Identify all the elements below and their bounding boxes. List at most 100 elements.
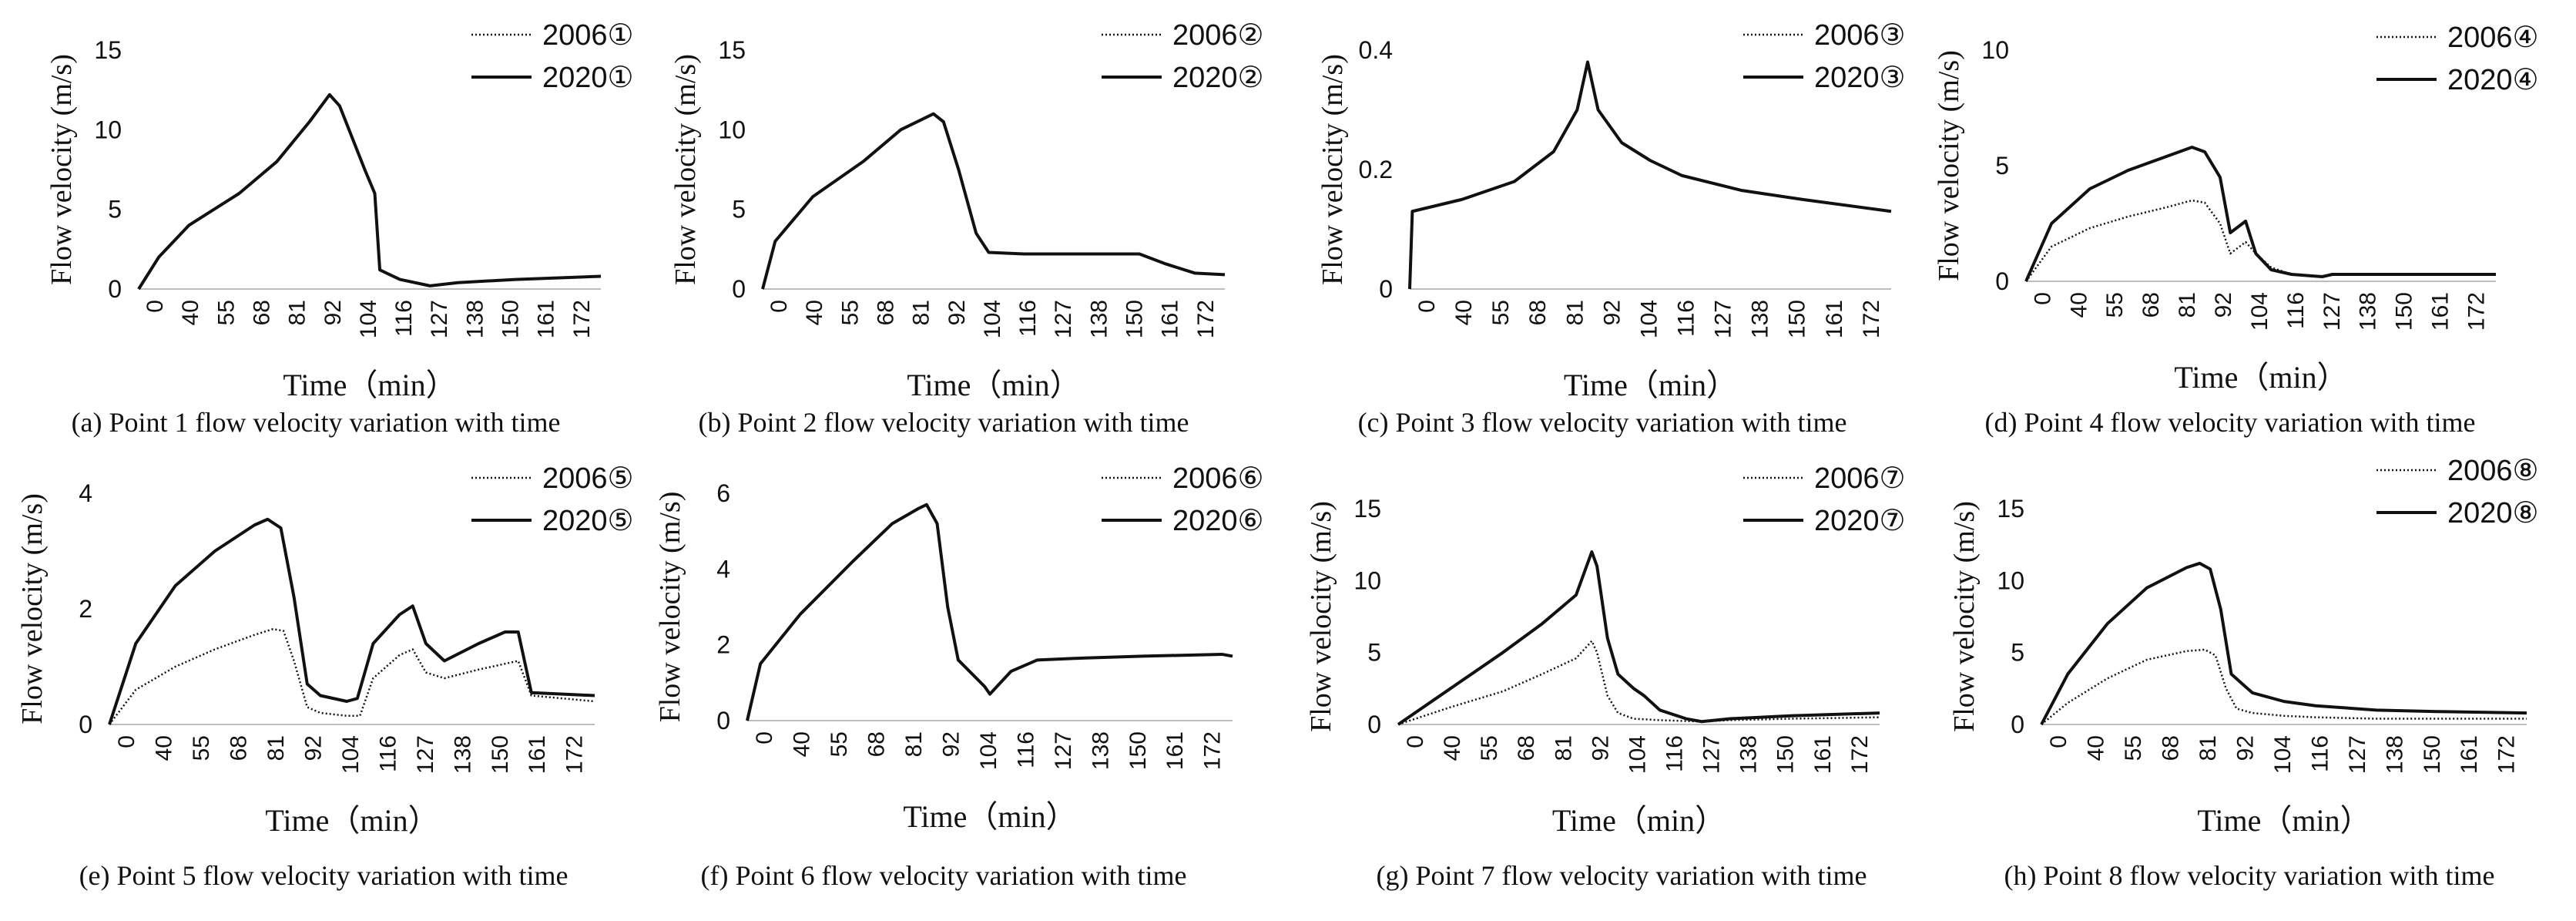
x-tick-label: 40 (1440, 735, 1465, 761)
series-line-2020⑧ (2040, 561, 2527, 725)
x-tick-label: 161 (1162, 731, 1188, 770)
y-tick-label: 0 (2011, 711, 2024, 738)
y-tick-label: 5 (108, 196, 122, 224)
x-tick-label: 172 (2494, 735, 2520, 774)
y-tick-label: 5 (732, 196, 746, 224)
y-tick-label: 15 (1353, 495, 1381, 523)
x-tick-label: 92 (320, 300, 346, 325)
y-tick-label: 0 (1995, 267, 2009, 295)
y-tick-label: 15 (94, 36, 122, 64)
x-tick-label: 81 (285, 300, 310, 325)
chart-caption: (g) Point 7 flow velocity variation with… (1377, 860, 1867, 891)
x-tick-label: 92 (944, 300, 970, 325)
x-tick-label: 172 (2464, 292, 2489, 331)
x-tick-label: 116 (375, 735, 401, 772)
x-tick-label: 0 (1414, 300, 1440, 313)
x-tick-label: 116 (1015, 300, 1041, 337)
x-tick-label: 92 (1588, 735, 1613, 761)
x-tick-label: 161 (1158, 300, 1183, 338)
legend-label: 2020⑧ (2447, 497, 2539, 529)
series-line-2006⑦ (1397, 640, 1880, 726)
x-tick-label: 127 (427, 300, 452, 338)
x-tick-label: 68 (249, 300, 274, 325)
x-tick-label: 127 (2319, 292, 2345, 331)
chart-6: 0 2 4 6 0 40 55 68 81 92 104 116 127 138 150 161 172 Flow… (654, 462, 1264, 891)
legend-label: 2020⑥ (1172, 505, 1264, 537)
x-axis-title: Time（min） (1552, 803, 1726, 838)
y-tick-label: 0 (1379, 275, 1393, 303)
x-tick-label: 104 (338, 735, 364, 774)
y-tick-label: 0 (1367, 711, 1381, 738)
y-tick-label: 2 (716, 631, 730, 659)
x-axis-title: Time（min） (1564, 368, 1737, 402)
legend-label: 2006⑥ (1172, 462, 1264, 495)
x-tick-label: 92 (300, 735, 326, 761)
x-tick-label: 161 (1822, 300, 1847, 338)
x-tick-label: 92 (2211, 292, 2236, 318)
chart-caption: (a) Point 1 flow velocity variation with… (72, 407, 561, 438)
x-tick-label: 172 (1859, 300, 1884, 338)
y-axis-title: Flow velocity (m/s) (1948, 501, 1981, 732)
x-tick-label: 104 (2270, 735, 2296, 774)
x-tick-label: 92 (2232, 735, 2258, 761)
legend-label: 2020③ (1814, 62, 1906, 94)
x-tick-label: 104 (1625, 735, 1650, 774)
x-tick-label: 116 (1662, 735, 1687, 772)
x-tick-label: 55 (2121, 735, 2146, 761)
x-tick-label: 92 (938, 731, 964, 757)
series-line-2006③ (1408, 61, 1892, 290)
x-tick-label: 138 (1748, 300, 1773, 338)
x-tick-label: 40 (802, 300, 827, 325)
chart-3: 0 0.2 0.4 0 40 55 68 81 92 104 116 127 138 150 161 172 F… (1317, 19, 1906, 438)
x-tick-label: 68 (2138, 292, 2164, 318)
y-tick-label: 10 (94, 116, 122, 143)
x-axis-title: Time（min） (265, 803, 438, 838)
y-tick-label: 6 (716, 479, 730, 507)
x-tick-label: 127 (1051, 300, 1076, 338)
x-tick-label: 0 (752, 731, 777, 745)
y-tick-label: 4 (716, 555, 730, 583)
x-tick-label: 150 (2420, 735, 2445, 774)
x-axis-title: Time（min） (2197, 803, 2370, 838)
x-tick-label: 81 (1562, 300, 1588, 325)
x-tick-label: 138 (1086, 300, 1112, 338)
x-tick-label: 81 (1551, 735, 1576, 761)
series-line-2020③ (1408, 60, 1892, 290)
x-tick-label: 116 (1673, 300, 1699, 337)
legend-label: 2020④ (2447, 64, 2539, 96)
y-tick-label: 0 (79, 711, 92, 738)
y-tick-label: 5 (2011, 639, 2024, 667)
series-line-2006④ (2024, 199, 2496, 282)
x-tick-label: 172 (1193, 300, 1219, 338)
y-tick-label: 5 (1995, 152, 2009, 180)
legend-label: 2006① (542, 19, 634, 52)
x-tick-label: 0 (114, 735, 139, 748)
series-line-2020⑦ (1397, 550, 1880, 726)
x-tick-label: 116 (391, 300, 417, 337)
chart-caption: (d) Point 4 flow velocity variation with… (1985, 407, 2476, 438)
x-tick-label: 116 (2307, 735, 2333, 772)
x-tick-label: 172 (569, 300, 595, 338)
x-axis-title: Time（min） (283, 368, 456, 402)
x-tick-label: 68 (1525, 300, 1551, 325)
x-tick-label: 0 (2046, 735, 2071, 748)
x-tick-label: 55 (837, 300, 863, 325)
y-tick-label: 0 (108, 275, 122, 303)
x-tick-label: 81 (263, 735, 289, 761)
x-tick-label: 138 (450, 735, 475, 774)
y-axis-title: Flow velocity (m/s) (1317, 54, 1349, 285)
y-tick-label: 10 (1981, 36, 2009, 64)
legend-label: 2020② (1172, 62, 1264, 94)
chart-caption: (c) Point 3 flow velocity variation with… (1358, 407, 1847, 438)
x-tick-label: 40 (1451, 300, 1477, 325)
legend-label: 2006⑦ (1814, 462, 1906, 495)
y-tick-label: 0 (732, 275, 746, 303)
x-tick-label: 81 (901, 731, 927, 757)
series-line-2006⑧ (2041, 648, 2527, 725)
x-tick-label: 68 (1514, 735, 1539, 761)
legend-label: 2006② (1172, 19, 1264, 52)
x-tick-label: 150 (1785, 300, 1810, 338)
x-tick-label: 150 (1773, 735, 1799, 774)
series-line-2006① (137, 93, 602, 290)
